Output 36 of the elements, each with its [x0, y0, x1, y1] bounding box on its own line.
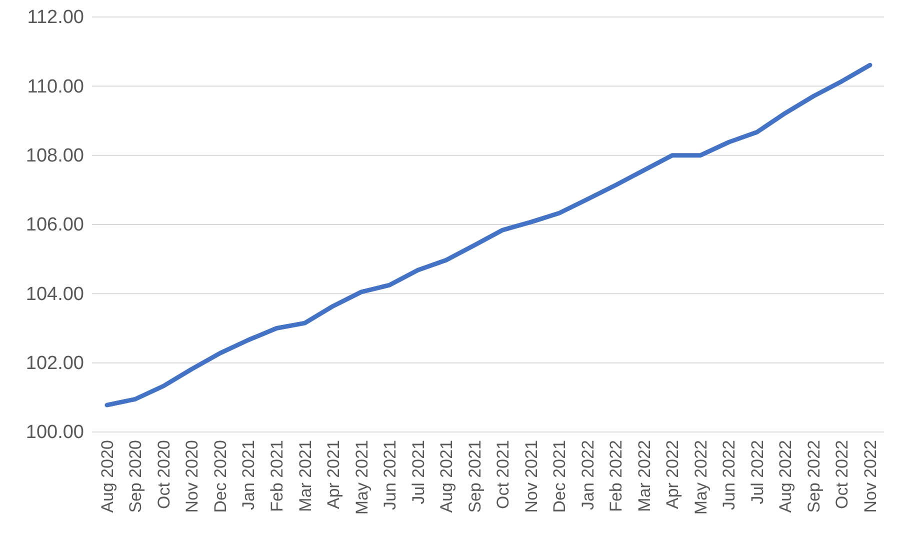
y-tick-label: 104.00	[26, 284, 84, 305]
x-tick-label: Dec 2021	[550, 440, 570, 513]
x-tick-label: Aug 2020	[98, 440, 117, 513]
x-tick-label: May 2021	[352, 440, 372, 515]
x-tick-label: May 2022	[691, 440, 710, 515]
x-tick-label: Sep 2021	[465, 440, 484, 513]
x-tick-label: Sep 2020	[126, 440, 146, 513]
x-tick-label: Mar 2022	[634, 440, 654, 512]
x-tick-label: Jun 2021	[380, 440, 400, 510]
x-tick-label: Mar 2021	[296, 440, 315, 512]
x-tick-label: Aug 2021	[437, 440, 456, 513]
x-tick-label: Oct 2020	[154, 440, 174, 509]
line-series	[104, 62, 872, 408]
x-tick-label: Jan 2022	[578, 440, 598, 510]
y-tick-label: 110.00	[27, 76, 84, 98]
x-tick-label: Dec 2020	[210, 440, 230, 513]
x-tick-label: Aug 2022	[776, 440, 796, 513]
x-tick-label: Feb 2022	[606, 440, 626, 512]
x-tick-label: Oct 2021	[494, 440, 513, 509]
x-tick-label: Jul 2022	[748, 440, 767, 504]
y-tick-label: 106.00	[26, 214, 84, 236]
x-tick-label: Apr 2022	[663, 440, 682, 509]
x-tick-label: Oct 2022	[832, 440, 852, 509]
x-tick-label: Nov 2022	[860, 440, 880, 513]
x-tick-label: Feb 2021	[268, 440, 287, 512]
x-tick-label: Nov 2020	[182, 440, 202, 513]
x-tick-label: Jun 2022	[720, 440, 739, 510]
x-tick-label: Apr 2021	[324, 440, 344, 509]
y-tick-label: 108.00	[26, 145, 84, 166]
y-tick-label: 102.00	[26, 352, 84, 374]
y-tick-label: 112.00	[27, 7, 84, 28]
x-tick-label: Jan 2021	[239, 440, 258, 510]
x-tick-label: Nov 2021	[522, 440, 541, 513]
x-tick-label: Sep 2022	[804, 440, 824, 513]
y-tick-label: 100.00	[26, 422, 84, 444]
x-tick-label: Jul 2021	[408, 440, 428, 504]
